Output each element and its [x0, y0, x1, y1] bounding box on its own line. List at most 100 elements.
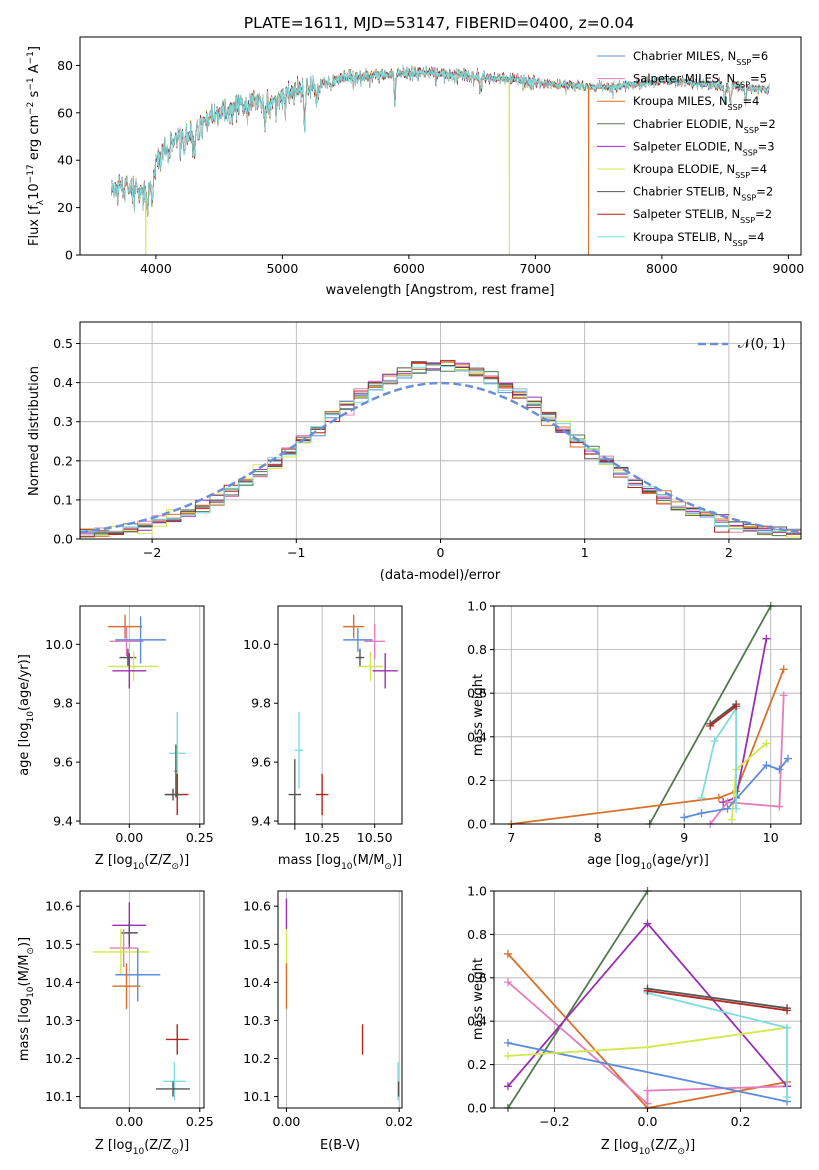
label-part: ⊙	[677, 1147, 685, 1157]
age-mass-panel: 10.25 10.50 9.4 9.6 9.8 10.0 mass [log10(M/M⊙…	[243, 605, 403, 872]
y-tick-label: 0.6	[467, 970, 487, 985]
weight-marker-salpeter-stelib	[706, 721, 715, 730]
y-tick-label: 10.5	[45, 937, 73, 952]
legend-sub: SSP	[743, 148, 758, 157]
spectrum-axes-frame	[79, 36, 802, 256]
residual-ticks: −2 −1 0 1 2 0.0 0.1 0.2 0.3 0.4 0.5	[53, 336, 733, 560]
weight-marker-salpeter-elodie	[503, 1082, 512, 1091]
y-tick-label: 40	[57, 153, 73, 168]
mass-ebv-errorbars	[285, 898, 400, 1101]
label-part: 10	[26, 711, 36, 723]
weight-marker-salpeter-stelib	[783, 1006, 792, 1015]
x-tick-label: 10.50	[357, 830, 393, 845]
label-part: age [log	[587, 853, 640, 868]
legend-entry-chabrier-elodie: Chabrier ELODIE, NSSP=2	[633, 117, 776, 135]
spectrum-panel: 4000 5000 6000 7000 8000 9000 0 20 40 60 80 wavele…	[26, 36, 804, 298]
y-tick-label: 0.0	[467, 1101, 487, 1116]
weight-marker-chabrier-miles	[784, 754, 793, 763]
y-tick-label: 10.0	[243, 637, 271, 652]
legend-suffix: =2	[756, 185, 773, 199]
y-tick-label: 10.4	[243, 975, 271, 990]
y-tick-label: 80	[57, 58, 73, 73]
age-z-panel: 0.00 0.259.49.69.810.0 Z [log10(Z/Z⊙)] ag…	[17, 605, 214, 872]
weight-age-ticks: 7 8 9 10 0.0 0.2 0.4 0.6 0.8 1.0	[467, 599, 779, 846]
y-tick-label: 10.1	[45, 1089, 73, 1104]
label-part: Z [log	[95, 853, 133, 868]
label-part: )]	[179, 1138, 189, 1153]
legend-entry-normal: 𝒩(0, 1)	[738, 337, 785, 352]
y-tick-label: 10.5	[243, 937, 271, 952]
legend-sub: SSP	[736, 58, 751, 67]
legend-sub: SSP	[740, 216, 755, 225]
residual-xlabel: (data-model)/error	[380, 568, 501, 583]
x-tick-label: 0	[437, 545, 445, 560]
x-tick-label: 7000	[519, 261, 551, 276]
y-tick-label: 10.2	[243, 1051, 271, 1066]
weight-marker-kroupa-elodie	[727, 815, 736, 824]
legend-suffix: =2	[755, 207, 772, 221]
label-part: erg cm	[27, 115, 42, 164]
y-tick-label: 20	[57, 200, 73, 215]
y-tick-label: 10.3	[243, 1013, 271, 1028]
label-part: ⊙	[384, 862, 392, 872]
weight-age-grid	[494, 605, 801, 825]
legend-suffix: =4	[743, 94, 760, 108]
weight-marker-salpeter-stelib	[643, 986, 652, 995]
weight-line-salpeter-miles	[507, 981, 788, 1106]
legend-sub: SSP	[728, 103, 743, 112]
weight-marker-salpeter-miles	[775, 802, 784, 811]
weight-marker-salpeter-elodie	[643, 919, 652, 928]
y-tick-label: 0.2	[467, 773, 487, 788]
x-tick-label: 8	[594, 830, 602, 845]
weight-marker-kroupa-miles	[714, 793, 723, 802]
legend-sub: SSP	[744, 125, 759, 134]
y-tick-label: 0.2	[467, 1057, 487, 1072]
y-tick-label: 9.4	[53, 814, 73, 829]
age-mass-errorbars	[288, 614, 398, 830]
x-tick-label: 10.25	[304, 830, 340, 845]
y-tick-label: 60	[57, 105, 73, 120]
weight-line-salpeter-stelib	[709, 705, 737, 727]
mass-ebv-grid	[286, 891, 400, 1108]
x-tick-label: 0.02	[385, 1114, 413, 1129]
legend-sub: SSP	[733, 238, 748, 247]
spectrum-line-kroupa-stelib	[111, 64, 770, 216]
legend-label: Kroupa MILES, N	[633, 94, 728, 108]
weight-marker-kroupa-stelib	[697, 793, 706, 802]
weight-marker-kroupa-elodie	[762, 739, 771, 748]
y-tick-label: 0.8	[467, 642, 487, 657]
mass-z-grid	[128, 891, 201, 1108]
legend-label: Salpeter STELIB, N	[633, 207, 740, 221]
spectrum-series	[111, 64, 770, 255]
y-tick-label: 10.0	[45, 637, 73, 652]
legend-sub: SSP	[735, 171, 750, 180]
weight-marker-salpeter-miles	[643, 1099, 652, 1108]
residual-ylabel: Normed distribution	[27, 366, 42, 496]
label-part: )]	[685, 1138, 695, 1153]
y-tick-label: 1.0	[467, 884, 487, 899]
legend-entry-kroupa-miles: Kroupa MILES, NSSP=4	[633, 94, 759, 112]
weight-marker-kroupa-miles	[503, 949, 512, 958]
weight-marker-kroupa-stelib	[732, 804, 741, 813]
legend-sub: SSP	[741, 193, 756, 202]
weight-age-panel: 7 8 9 100.00.20.40.60.81.0 age [log10(age/y…	[467, 599, 802, 872]
weight-line-chabrier-stelib	[709, 703, 737, 725]
y-tick-label: 9.8	[251, 696, 271, 711]
x-tick-label: 10	[763, 830, 779, 845]
legend-suffix: =5	[750, 72, 767, 86]
y-tick-label: 0.4	[53, 375, 73, 390]
y-tick-label: 9.6	[251, 755, 271, 770]
weight-marker-salpeter-miles	[503, 978, 512, 987]
weight-age-ylabel: mass weight	[471, 674, 486, 756]
x-tick-label: 8000	[646, 261, 678, 276]
x-tick-label: 9	[680, 830, 688, 845]
label-part: λ	[36, 199, 46, 205]
label-part: mass [log	[278, 853, 341, 868]
x-tick-label: 2	[725, 545, 733, 560]
mass-ebv-ticks: 0.00 0.02 10.1 10.2 10.3 10.4 10.5 10.6	[243, 899, 413, 1129]
label-part: (age/yr)]	[652, 853, 709, 868]
weight-line-kroupa-stelib	[700, 705, 737, 809]
y-tick-label: 9.8	[53, 696, 73, 711]
